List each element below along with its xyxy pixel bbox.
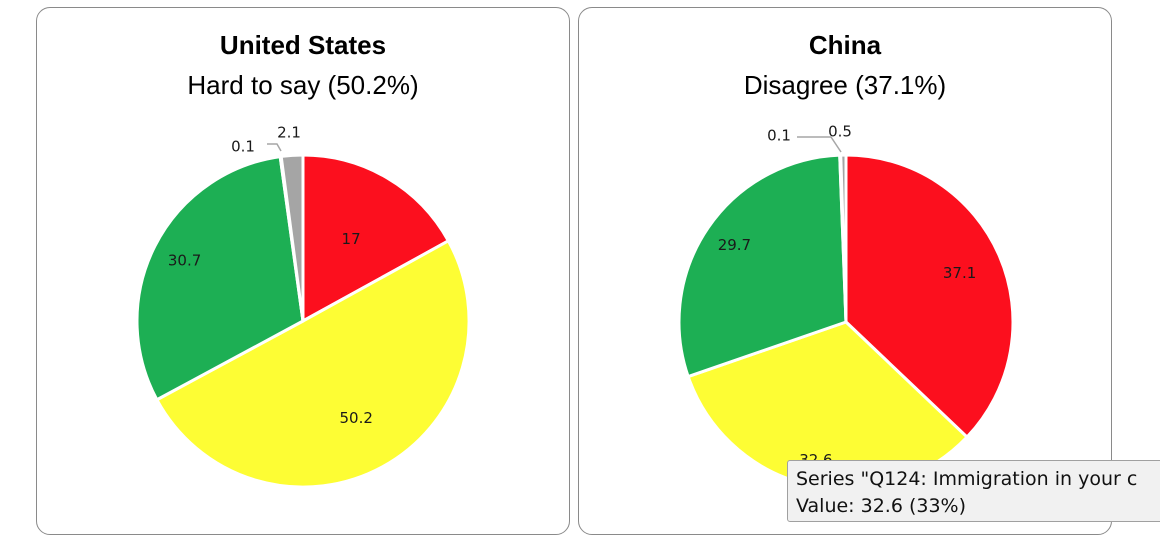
data-label: 30.7 <box>168 252 201 270</box>
chart-title: United States <box>219 30 387 60</box>
pie-slice[interactable] <box>844 153 1015 439</box>
pie-slice[interactable] <box>279 153 305 323</box>
data-label: 0.1 <box>767 127 791 145</box>
data-label: 0.1 <box>231 138 255 156</box>
pie-slice[interactable] <box>677 153 848 379</box>
pie-chart-china: 37.132.629.70.10.5 <box>677 123 1015 491</box>
chart-subtitle: Disagree (37.1%) <box>743 70 947 100</box>
pie-slice[interactable] <box>301 153 450 323</box>
chart-subtitle: Hard to say (50.2%) <box>187 70 419 100</box>
data-label: 17 <box>342 230 361 248</box>
chart-panel-china: China Disagree (37.1%) 37.132.629.70.10.… <box>578 7 1112 535</box>
series-tooltip: Series "Q124: Immigration in your c Valu… <box>787 460 1160 522</box>
data-label: 0.5 <box>828 123 852 141</box>
tooltip-series-line: Series "Q124: Immigration in your c <box>796 468 1138 490</box>
data-label: 29.7 <box>718 236 751 254</box>
chart-title: China <box>808 30 882 60</box>
leader-line <box>267 143 282 152</box>
pie-slice[interactable] <box>155 239 471 489</box>
data-label: 37.1 <box>943 264 976 282</box>
pie-chart-united-states: 17 50.2 30.7 0.1 2.1 <box>135 124 471 489</box>
pie-slice[interactable] <box>135 155 305 402</box>
chart-panel-united-states: United States Hard to say (50.2%) 17 50.2… <box>36 7 570 535</box>
data-label: 50.2 <box>339 409 372 427</box>
data-label: 2.1 <box>277 124 301 142</box>
pie-slice[interactable] <box>839 153 848 324</box>
tooltip-value-line: Value: 32.6 (33%) <box>796 495 967 517</box>
leader-line <box>797 136 842 153</box>
